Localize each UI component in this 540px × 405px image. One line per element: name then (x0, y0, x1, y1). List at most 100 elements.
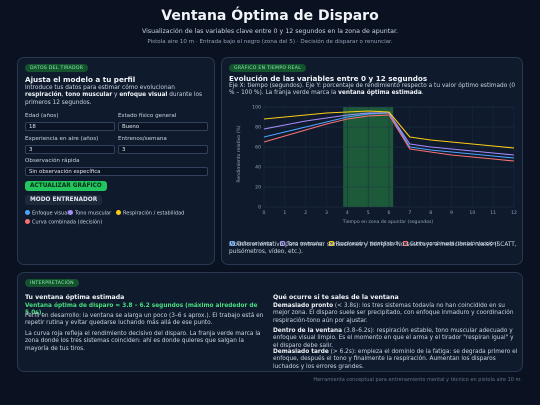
checkbox[interactable] (328, 240, 334, 246)
subtitle: Visualización de las variables clave ent… (141, 28, 399, 35)
update-button[interactable]: ACTUALIZAR GRÁFICO (25, 181, 107, 191)
series-line (263, 110, 515, 149)
text: Eje X: tiempo (segundos). Eje Y: porcent… (229, 83, 516, 97)
legend-item: Tono muscular (68, 210, 111, 217)
input[interactable]: 18 (25, 122, 115, 131)
lead: Dentro de la ventana (273, 328, 343, 334)
legend-item[interactable]: Respiración / estabilidad (328, 240, 398, 247)
text: Introduce tus datos para estimar cómo ev… (25, 85, 175, 91)
badge: INTERPRETACIÓN (25, 279, 79, 287)
footer: Herramienta conceptual para entrenamient… (313, 377, 522, 383)
window: Ventana óptima de disparo ≈ 3.8 – 6.2 se… (25, 303, 258, 317)
x-tick-label: 7 (408, 210, 411, 216)
note: Modelo orientativo para entrenar sensaci… (229, 242, 517, 256)
text: , (61, 92, 66, 99)
heading: Tu ventana óptima estimada (25, 294, 125, 301)
paragraph: Demasiado pronto (< 3.8s): los tres sist… (273, 303, 518, 325)
checkbox[interactable] (279, 240, 285, 246)
label: Observación rápida (25, 158, 80, 164)
input[interactable]: 3 (25, 145, 115, 154)
x-tick-label: 10 (469, 210, 475, 216)
select[interactable]: Sin observación específica (25, 167, 208, 176)
legend-item: Curva combinada (decisión) (25, 219, 102, 226)
text: enfoque visual (119, 92, 168, 99)
y-tick-label: 20 (255, 185, 261, 191)
text: durante los primeros 12 segundos. (25, 92, 203, 106)
meta: Pistola aire 10 m · Entrada bajo el negr… (147, 39, 393, 45)
swatch (68, 210, 73, 215)
interpretation-panel: INTERPRETACIÓN Tu ventana óptima estimad… (17, 272, 523, 372)
swatch (25, 219, 30, 224)
x-axis-label: Tiempo en zona de apuntar (segundos) (342, 219, 434, 225)
series-line (263, 112, 515, 156)
text: respiración (25, 92, 62, 99)
text: Curva combinada (decisión) (32, 219, 103, 226)
y-tick-label: 40 (255, 165, 261, 171)
x-tick-label: 6 (388, 210, 391, 216)
label: Estado físico general (118, 113, 177, 119)
profile-panel: DATOS DEL TIRADOR Ajusta el modelo a tu … (17, 57, 215, 265)
heading: Qué ocurre si te sales de la ventana (273, 294, 399, 301)
text: Respiración / estabilidad (123, 210, 185, 217)
coach-button[interactable]: MODO ENTRENADOR (25, 195, 103, 205)
y-tick-label: 0 (258, 205, 261, 211)
heading: Ajusta el modelo a tu perfil (25, 75, 136, 84)
chart-panel: GRÁFICO EN TIEMPO REAL Evolución de las … (221, 57, 523, 265)
x-tick-label: 0 (263, 210, 266, 216)
text: . (421, 90, 424, 97)
description: Eje X: tiempo (segundos). Eje Y: porcent… (229, 83, 519, 98)
text: (< 3.8s): los tres sistemas todavía no h… (273, 303, 514, 324)
input[interactable]: 3 (118, 145, 208, 154)
paragraph: Demasiado tarde (> 6.2s): empieza el dom… (273, 349, 518, 371)
label: Experiencia en aire (años) (25, 136, 99, 142)
text: y (112, 92, 120, 99)
lead: Demasiado pronto (273, 303, 334, 309)
paragraph: La curva roja refleja el rendimiento dec… (25, 331, 261, 352)
legend-text: Respiración / estabilidad (335, 241, 398, 247)
chart: Rendimiento relativo (%) Tiempo en zona … (236, 105, 517, 225)
x-tick-label: 9 (450, 210, 453, 216)
legend-text: Tono muscular (286, 241, 323, 247)
legend-item[interactable]: Tono muscular (279, 240, 323, 247)
swatch (25, 210, 30, 215)
x-tick-label: 5 (367, 210, 370, 216)
y-axis-label: Rendimiento relativo (%) (236, 125, 242, 182)
legend-item[interactable]: Enfoque visual (230, 240, 274, 247)
x-tick-label: 1 (283, 210, 286, 216)
y-tick-label: 100 (252, 105, 261, 111)
text: (3.8–6.2s): respiración estable, tono mu… (273, 328, 514, 349)
x-tick-label: 12 (511, 210, 517, 216)
intro: Introduce tus datos para estimar cómo ev… (25, 85, 210, 107)
label: Entrenos/semana (118, 136, 167, 142)
checkbox[interactable] (403, 240, 409, 246)
legend-text: Enfoque visual (237, 241, 274, 247)
text: tono muscular (65, 92, 113, 99)
y-tick-label: 80 (255, 125, 261, 131)
text: (> 6.2s): empieza el dominio de la fatig… (273, 349, 518, 370)
lead: Demasiado tarde (273, 349, 329, 355)
legend-text: Curva combinada (decisión/acción) (410, 241, 499, 247)
swatch (116, 210, 121, 215)
y-tick-label: 60 (255, 145, 261, 151)
x-tick-label: 3 (325, 210, 328, 216)
text: Enfoque visual (32, 210, 69, 217)
paragraph: Dentro de la ventana (3.8–6.2s): respira… (273, 328, 518, 350)
x-tick-label: 2 (304, 210, 307, 216)
legend-item: Enfoque visual (25, 210, 69, 217)
badge: GRÁFICO EN TIEMPO REAL (229, 64, 307, 72)
label: Edad (años) (25, 113, 59, 119)
heading: Evolución de las variables entre 0 y 12 … (229, 74, 428, 83)
x-tick-label: 11 (490, 210, 496, 216)
select[interactable]: Bueno (118, 122, 208, 131)
badge: DATOS DEL TIRADOR (25, 64, 89, 72)
checkbox[interactable] (230, 240, 235, 246)
series-line (263, 114, 515, 162)
x-tick-label: 4 (346, 210, 349, 216)
text: Tono muscular (75, 210, 112, 217)
chart-legend: Enfoque visual Tono muscular Respiración /… (230, 230, 520, 249)
x-tick-label: 8 (429, 210, 432, 216)
title: Ventana Óptima de Disparo (161, 8, 379, 24)
paragraph: Perfil en desarrollo: la ventana se alar… (25, 313, 264, 327)
legend-item[interactable]: Curva combinada (decisión/acción) (403, 240, 499, 247)
